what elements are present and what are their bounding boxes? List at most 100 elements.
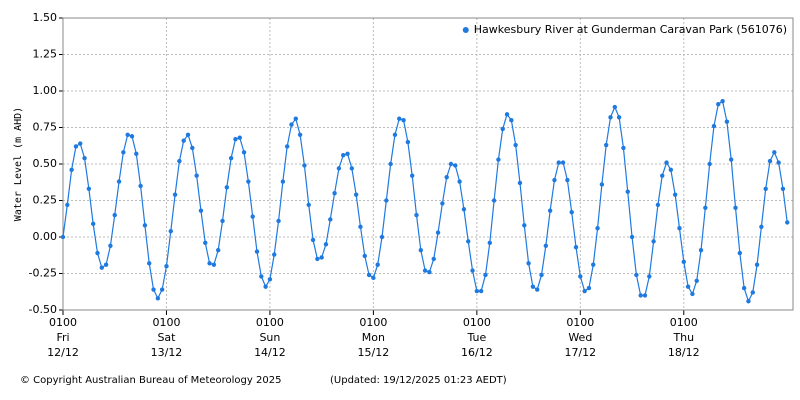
x-tick-date: 15/12 [358, 346, 390, 359]
x-tick-date: 18/12 [668, 346, 700, 359]
data-point [750, 290, 755, 295]
data-point [435, 230, 441, 235]
data-point [453, 163, 458, 168]
data-point [772, 150, 777, 155]
data-point [522, 223, 527, 228]
data-point [172, 192, 178, 197]
data-point [302, 163, 307, 168]
data-point [336, 166, 342, 171]
data-point [384, 198, 389, 203]
data-point [328, 217, 333, 222]
data-point [526, 261, 531, 266]
data-point [466, 239, 471, 244]
data-point [280, 179, 286, 184]
data-point [694, 278, 699, 283]
data-point [371, 275, 376, 281]
data-point [448, 161, 454, 167]
x-tick-day: Tue [466, 331, 486, 344]
data-point [82, 155, 87, 161]
data-point [405, 139, 411, 145]
y-tick-label: -0.25 [29, 267, 57, 280]
y-tick-label: 0.25 [33, 194, 58, 207]
data-point [487, 240, 492, 246]
data-point [599, 182, 605, 187]
data-point [121, 150, 126, 155]
y-tick-label: -0.50 [29, 303, 57, 316]
data-point [323, 242, 329, 247]
data-point [211, 262, 217, 267]
data-point [108, 243, 113, 248]
data-point [591, 262, 596, 267]
data-point [560, 160, 566, 165]
data-point [297, 132, 303, 137]
data-point [224, 185, 230, 190]
data-point [155, 296, 161, 301]
data-point [720, 99, 725, 104]
data-point [664, 160, 669, 165]
data-point [207, 261, 212, 266]
data-point [306, 202, 311, 208]
data-point [543, 243, 549, 248]
data-point [414, 212, 419, 218]
x-tick-date: 13/12 [151, 346, 183, 359]
x-tick-date: 17/12 [564, 346, 596, 359]
data-point [177, 158, 182, 164]
data-point [629, 234, 635, 240]
data-point [582, 288, 587, 294]
data-point [578, 274, 583, 279]
data-point [509, 118, 514, 123]
data-point [125, 132, 130, 137]
data-point [147, 261, 152, 266]
x-tick-date: 14/12 [254, 346, 286, 359]
data-point [651, 239, 656, 244]
data-point [586, 285, 592, 291]
data-point [504, 112, 510, 117]
data-point [470, 268, 475, 273]
data-point [660, 173, 665, 178]
data-point [164, 264, 169, 269]
x-tick-time: 0100 [670, 316, 698, 329]
data-point [69, 167, 74, 173]
data-point [457, 179, 462, 184]
data-point [737, 250, 743, 256]
data-point [681, 259, 686, 265]
data-point [60, 234, 66, 240]
data-point [250, 214, 255, 219]
data-point [159, 287, 165, 292]
data-point [358, 224, 363, 229]
data-point [444, 174, 449, 180]
data-point [729, 157, 734, 162]
data-point [99, 265, 104, 270]
data-point [181, 138, 186, 143]
data-point [366, 272, 372, 278]
data-point [530, 284, 536, 289]
data-point [539, 272, 544, 278]
data-point [547, 208, 553, 213]
data-point [388, 161, 393, 167]
data-point [703, 205, 708, 210]
data-point [138, 183, 143, 189]
data-point [95, 250, 100, 256]
data-point [716, 101, 721, 107]
y-tick-label: 1.25 [33, 48, 58, 61]
data-point [65, 202, 70, 208]
x-tick-day: Sat [157, 331, 176, 344]
data-point [552, 177, 557, 183]
data-point [233, 136, 238, 142]
data-point [345, 151, 350, 156]
data-point [565, 177, 570, 183]
data-point [103, 262, 109, 267]
data-point [215, 247, 221, 253]
data-point [228, 155, 234, 161]
data-point [483, 272, 488, 278]
data-point [767, 158, 773, 164]
x-tick-time: 0100 [49, 316, 77, 329]
data-point [513, 142, 518, 148]
data-point [573, 245, 579, 250]
data-point [478, 288, 484, 294]
data-point [362, 253, 367, 259]
data-point [724, 119, 730, 124]
data-point [129, 134, 135, 139]
y-tick-label: 0.00 [33, 230, 58, 243]
